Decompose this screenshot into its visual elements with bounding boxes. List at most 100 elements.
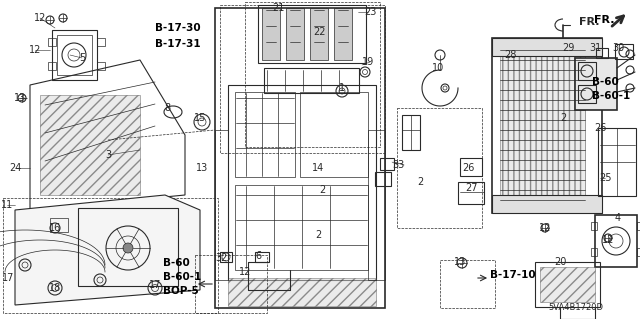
Text: 6: 6 xyxy=(255,251,261,261)
Text: FR.: FR. xyxy=(594,15,614,25)
Text: B-60: B-60 xyxy=(592,77,619,87)
Text: BOP-5: BOP-5 xyxy=(163,286,199,296)
Text: B-60: B-60 xyxy=(163,258,189,268)
Bar xyxy=(258,5,366,63)
Text: 5: 5 xyxy=(79,53,85,63)
Text: 26: 26 xyxy=(462,163,474,173)
Bar xyxy=(228,278,376,306)
Bar xyxy=(500,45,585,205)
Bar xyxy=(615,44,633,59)
Bar xyxy=(380,158,394,170)
Bar xyxy=(637,248,640,256)
Text: 2: 2 xyxy=(319,185,325,195)
Text: 25: 25 xyxy=(599,173,611,183)
Text: 2: 2 xyxy=(315,230,321,240)
Bar xyxy=(228,85,376,280)
Bar xyxy=(535,262,600,307)
Bar xyxy=(578,62,596,80)
Bar xyxy=(591,222,597,230)
Bar xyxy=(97,38,105,46)
Text: 33: 33 xyxy=(392,160,404,170)
Text: 2: 2 xyxy=(417,177,423,187)
Text: 21: 21 xyxy=(272,3,284,13)
Text: B-60-1: B-60-1 xyxy=(592,91,630,101)
Bar xyxy=(591,248,597,256)
Text: 12: 12 xyxy=(239,267,251,277)
Bar xyxy=(300,92,368,177)
Bar xyxy=(220,5,385,153)
Bar xyxy=(458,182,484,204)
Bar xyxy=(596,48,608,58)
Text: 13: 13 xyxy=(14,93,26,103)
Bar xyxy=(578,85,596,103)
Bar xyxy=(492,38,602,56)
Bar xyxy=(48,62,56,70)
Bar xyxy=(397,108,482,228)
Circle shape xyxy=(123,243,133,253)
Text: 17: 17 xyxy=(2,273,14,283)
Bar xyxy=(540,267,595,302)
Text: 12: 12 xyxy=(34,13,46,23)
Text: FR.: FR. xyxy=(579,17,600,27)
Bar xyxy=(264,68,359,93)
Text: 11: 11 xyxy=(1,200,13,210)
Text: 16: 16 xyxy=(49,223,61,233)
Bar xyxy=(3,198,218,313)
Bar xyxy=(595,215,637,267)
Bar xyxy=(220,252,232,262)
Text: 15: 15 xyxy=(194,113,206,123)
Bar xyxy=(262,8,280,60)
Text: 26: 26 xyxy=(594,123,606,133)
Bar xyxy=(50,218,68,232)
Text: 19: 19 xyxy=(362,57,374,67)
Text: 22: 22 xyxy=(314,27,326,37)
Bar xyxy=(286,8,304,60)
Bar xyxy=(492,38,602,213)
Text: 2: 2 xyxy=(560,113,566,123)
Bar xyxy=(57,35,92,75)
Bar xyxy=(52,30,97,80)
Bar xyxy=(48,38,56,46)
Bar xyxy=(637,222,640,230)
Text: 10: 10 xyxy=(432,63,444,73)
Text: 1: 1 xyxy=(339,83,345,93)
Bar xyxy=(440,260,495,308)
Text: 28: 28 xyxy=(504,50,516,60)
Text: 17: 17 xyxy=(149,280,161,290)
Bar xyxy=(235,92,295,177)
Bar xyxy=(334,8,352,60)
Text: B-17-31: B-17-31 xyxy=(155,39,200,49)
Bar xyxy=(375,172,391,186)
Text: 12: 12 xyxy=(29,45,41,55)
Bar xyxy=(402,115,420,150)
Bar xyxy=(460,158,482,176)
Text: B-17-30: B-17-30 xyxy=(155,23,200,33)
Text: 32: 32 xyxy=(216,253,228,263)
Text: 13: 13 xyxy=(196,163,208,173)
Text: 3: 3 xyxy=(105,150,111,160)
Bar xyxy=(255,252,269,262)
Text: 8: 8 xyxy=(164,103,170,113)
Text: 4: 4 xyxy=(615,213,621,223)
Bar xyxy=(195,255,267,313)
Bar xyxy=(78,208,178,286)
Text: 5VA4B1720D: 5VA4B1720D xyxy=(548,303,603,313)
Text: 18: 18 xyxy=(49,283,61,293)
Bar xyxy=(245,2,380,147)
Text: 29: 29 xyxy=(562,43,574,53)
Text: 20: 20 xyxy=(554,257,566,267)
Bar xyxy=(598,128,636,196)
Bar xyxy=(97,62,105,70)
Text: 23: 23 xyxy=(364,7,376,17)
Text: 13: 13 xyxy=(454,257,466,267)
Polygon shape xyxy=(15,195,200,305)
Text: 27: 27 xyxy=(466,183,478,193)
Bar xyxy=(492,195,602,213)
Bar xyxy=(310,8,328,60)
Text: B-60-1: B-60-1 xyxy=(163,272,201,282)
Text: 31: 31 xyxy=(589,43,601,53)
Bar xyxy=(40,95,140,195)
Text: B-17-10: B-17-10 xyxy=(490,270,536,280)
Text: 24: 24 xyxy=(9,163,21,173)
Text: 12: 12 xyxy=(539,223,551,233)
